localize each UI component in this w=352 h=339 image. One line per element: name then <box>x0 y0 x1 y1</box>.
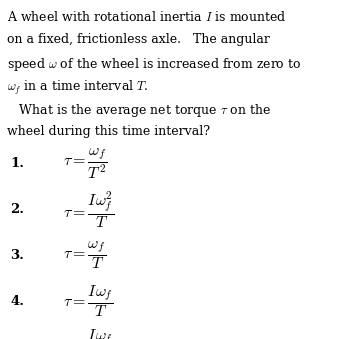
Text: $\tau = \dfrac{I\omega_f^2}{T}$: $\tau = \dfrac{I\omega_f^2}{T}$ <box>63 189 115 230</box>
Text: What is the average net torque $\tau$ on the: What is the average net torque $\tau$ on… <box>7 102 271 119</box>
Text: A wheel with rotational inertia $I$ is mounted: A wheel with rotational inertia $I$ is m… <box>7 10 287 24</box>
Text: $\tau = \dfrac{\omega_f}{T}$: $\tau = \dfrac{\omega_f}{T}$ <box>63 239 107 271</box>
Text: on a fixed, frictionless axle.   The angular: on a fixed, frictionless axle. The angul… <box>7 33 270 46</box>
Text: wheel during this time interval?: wheel during this time interval? <box>7 125 210 138</box>
Text: 4.: 4. <box>11 295 25 307</box>
Text: $\tau = \dfrac{\omega_f}{T^2}$: $\tau = \dfrac{\omega_f}{T^2}$ <box>63 146 108 181</box>
Text: 1.: 1. <box>11 157 25 170</box>
Text: 2.: 2. <box>11 203 25 216</box>
Text: $\tau = \dfrac{I\omega_f}{T}$: $\tau = \dfrac{I\omega_f}{T}$ <box>63 283 114 319</box>
Text: $\tau = \dfrac{I\omega_f}{T^2}$: $\tau = \dfrac{I\omega_f}{T^2}$ <box>63 327 114 339</box>
Text: 3.: 3. <box>11 249 24 262</box>
Text: speed $\omega$ of the wheel is increased from zero to: speed $\omega$ of the wheel is increased… <box>7 56 301 73</box>
Text: $\omega_f$ in a time interval $T$.: $\omega_f$ in a time interval $T$. <box>7 79 149 97</box>
